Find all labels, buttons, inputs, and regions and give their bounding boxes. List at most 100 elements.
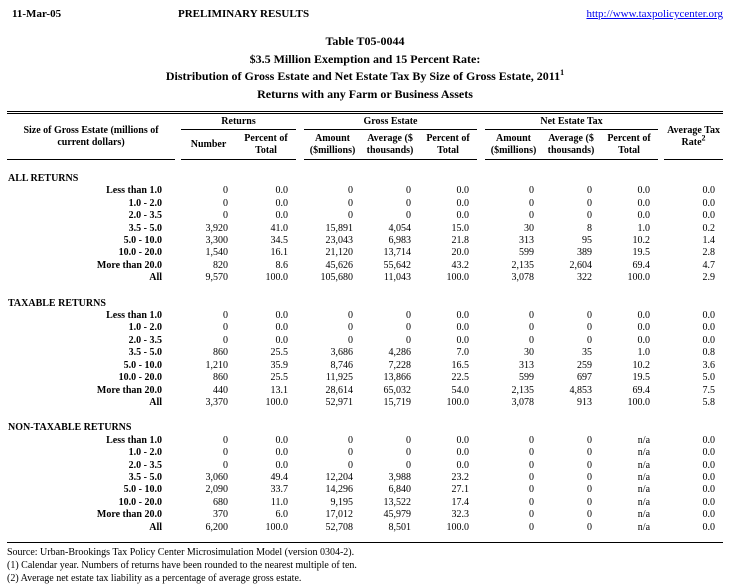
column-gap — [296, 272, 304, 284]
cell-value: 105,680 — [320, 272, 354, 284]
cell-value: 0 — [529, 322, 535, 334]
page-top-bar: 11-Mar-05 PRELIMINARY RESULTS http://www… — [0, 0, 730, 24]
section-title: TAXABLE RETURNS — [8, 297, 106, 309]
cell-value: 25.5 — [270, 372, 289, 384]
cell-value: 13,866 — [383, 372, 412, 384]
cell-value: 0.0 — [275, 185, 289, 197]
cell-value: 0 — [348, 322, 354, 334]
cell-value: 0 — [223, 334, 228, 346]
table-row: 3.5 - 5.0 860 25.5 3,686 4,286 7.0 30 35 1.0 0.8 — [7, 347, 723, 359]
footnote-1-marker: 1 — [560, 68, 565, 77]
cell-value: 100.0 — [446, 272, 470, 284]
cell-value: 4,853 — [569, 384, 593, 396]
cell-value: 52,708 — [325, 521, 354, 533]
column-gap — [296, 247, 304, 259]
estate-tax-table: Size of Gross Estate (millions of curren… — [7, 111, 724, 543]
cell-value: 52,971 — [325, 396, 354, 408]
column-gap — [477, 223, 485, 235]
cell-value: 0 — [587, 484, 593, 496]
column-gap — [296, 335, 304, 347]
col-header-net-average: Average ($ thousands) — [542, 129, 601, 160]
cell-value: 6,200 — [205, 521, 229, 533]
table-header-group-row: Size of Gross Estate (millions of curren… — [7, 112, 724, 160]
cell-value: 860 — [213, 372, 228, 384]
cell-value: 0 — [348, 459, 354, 471]
cell-value: 0.0 — [275, 322, 289, 334]
cell-value: 697 — [577, 372, 593, 384]
cell-value: 6,840 — [388, 484, 412, 496]
cell-value: 0.0 — [456, 210, 470, 222]
row-label: 3.5 - 5.0 — [128, 347, 162, 359]
cell-value: 0.0 — [275, 459, 289, 471]
cell-value: 0 — [223, 447, 228, 459]
cell-value: 2,604 — [569, 259, 593, 271]
cell-value: 0 — [223, 197, 228, 209]
cell-value: 4,286 — [388, 347, 412, 359]
col-header-gross-pct: Percent of Total — [419, 129, 478, 160]
column-gap — [477, 447, 485, 459]
cell-value: 0.0 — [275, 197, 289, 209]
column-gap — [477, 522, 485, 534]
column-gap — [296, 435, 304, 447]
cell-value: 5.8 — [702, 396, 716, 408]
column-gap — [477, 235, 485, 247]
column-gap — [296, 185, 304, 197]
column-gap — [296, 484, 304, 496]
cell-value: 23.2 — [451, 471, 470, 483]
cell-value: 8.6 — [275, 259, 289, 271]
table-row: 10.0 - 20.0 860 25.5 11,925 13,866 22.5 599 697… — [7, 372, 723, 384]
cell-value: 0 — [406, 334, 412, 346]
row-label: Less than 1.0 — [106, 185, 162, 197]
group-header-net-estate-tax: Net Estate Tax — [485, 112, 659, 130]
column-gap — [477, 113, 485, 160]
cell-value: 0.0 — [456, 434, 470, 446]
col-header-net-amount: Amount ($millions) — [485, 129, 543, 160]
cell-value: 10.2 — [632, 235, 651, 247]
column-gap — [477, 484, 485, 496]
cell-value: 100.0 — [446, 396, 470, 408]
row-label: More than 20.0 — [96, 259, 162, 271]
cell-value: 389 — [577, 247, 593, 259]
cell-value: 0.0 — [702, 521, 716, 533]
cell-value: 0.0 — [702, 310, 716, 322]
cell-value: 0 — [348, 434, 354, 446]
cell-value: 3,300 — [205, 235, 229, 247]
cell-value: 25.5 — [270, 347, 289, 359]
cell-value: 313 — [519, 359, 535, 371]
cell-value: 0 — [406, 210, 412, 222]
cell-value: 0.0 — [637, 210, 651, 222]
table-row: 5.0 - 10.0 3,300 34.5 23,043 6,983 21.8 313 95 1… — [7, 235, 723, 247]
cell-value: n/a — [637, 496, 651, 508]
column-gap — [477, 185, 485, 197]
column-gap — [477, 198, 485, 210]
section-title: NON-TAXABLE RETURNS — [8, 422, 132, 434]
cell-value: 0.2 — [702, 222, 716, 234]
col-header-gross-amount: Amount ($millions) — [304, 129, 362, 160]
cell-value: 13,714 — [383, 247, 412, 259]
cell-value: 0 — [223, 434, 228, 446]
cell-value: 19.5 — [632, 372, 651, 384]
cell-value: 0.0 — [275, 310, 289, 322]
cell-value: 95 — [582, 235, 593, 247]
column-gap — [296, 113, 304, 160]
table-row: 1.0 - 2.0 0 0.0 0 0 0.0 0 0 0.0 0.0 — [7, 322, 723, 334]
group-header-gross-estate: Gross Estate — [304, 112, 478, 130]
cell-value: 440 — [213, 384, 228, 396]
cell-value: 21,120 — [325, 247, 354, 259]
cell-value: n/a — [637, 459, 651, 471]
cell-value: 2.9 — [702, 272, 716, 284]
column-gap — [296, 385, 304, 397]
taxpolicycenter-link[interactable]: http://www.taxpolicycenter.org — [586, 8, 723, 20]
cell-value: 65,032 — [383, 384, 412, 396]
cell-value: 0 — [587, 434, 593, 446]
column-gap — [296, 310, 304, 322]
cell-value: 6.0 — [275, 509, 289, 521]
cell-value: 100.0 — [265, 396, 289, 408]
row-label: 3.5 - 5.0 — [128, 222, 162, 234]
table-row: All 6,200 100.0 52,708 8,501 100.0 0 0 n/a 0.0 — [7, 522, 723, 534]
cell-value: 0.0 — [456, 459, 470, 471]
row-label: All — [149, 272, 162, 284]
column-gap — [477, 435, 485, 447]
cell-value: 0.0 — [702, 509, 716, 521]
